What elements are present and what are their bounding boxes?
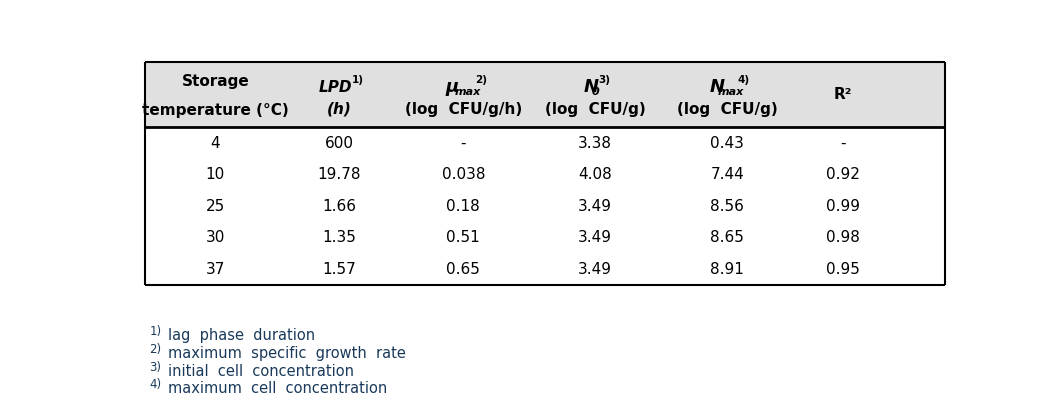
Text: 2): 2) [149,343,162,356]
Text: 4.08: 4.08 [579,167,612,182]
Text: μ: μ [445,78,459,96]
Text: 19.78: 19.78 [317,167,361,182]
Text: 4): 4) [149,378,162,391]
Text: 0: 0 [592,87,599,97]
Text: 3.49: 3.49 [579,199,612,214]
Text: 3.38: 3.38 [579,136,612,151]
Text: 0.65: 0.65 [447,262,480,277]
Text: lag  phase  duration: lag phase duration [168,328,316,343]
Text: 1): 1) [149,325,162,338]
Text: 0.038: 0.038 [442,167,485,182]
Text: 1.35: 1.35 [322,230,356,246]
Text: 0.18: 0.18 [447,199,480,214]
Text: (log  CFU/g): (log CFU/g) [545,101,646,117]
Text: 37: 37 [205,262,226,277]
Text: 10: 10 [205,167,225,182]
Bar [146,62,945,127]
Text: Storage: Storage [182,74,249,89]
Text: 1.66: 1.66 [322,199,356,214]
Text: R²: R² [834,87,852,102]
Text: -: - [461,136,466,151]
Text: maximum  specific  growth  rate: maximum specific growth rate [168,346,406,361]
Text: 1): 1) [352,75,364,85]
Text: 4): 4) [737,75,750,85]
Text: max: max [455,87,481,97]
Text: 3): 3) [149,361,162,374]
Text: initial  cell  concentration: initial cell concentration [168,364,354,379]
Text: maximum  cell  concentration: maximum cell concentration [168,382,387,396]
Text: (log  CFU/g/h): (log CFU/g/h) [404,101,522,117]
Text: 600: 600 [325,136,354,151]
Text: (log  CFU/g): (log CFU/g) [677,101,778,117]
Text: (h): (h) [327,101,352,117]
Text: 3.49: 3.49 [579,230,612,246]
Text: 8.65: 8.65 [711,230,744,246]
Text: 0.98: 0.98 [827,230,860,246]
Text: 8.56: 8.56 [711,199,744,214]
Text: N: N [584,78,599,96]
Text: 0.51: 0.51 [447,230,480,246]
Text: 3): 3) [598,75,611,85]
Text: 1.57: 1.57 [322,262,356,277]
Text: N: N [709,78,725,96]
Text: 0.92: 0.92 [827,167,860,182]
Text: 0.99: 0.99 [827,199,861,214]
Text: 2): 2) [476,75,487,85]
Text: 30: 30 [205,230,226,246]
Text: 0.95: 0.95 [827,262,860,277]
Text: temperature (°C): temperature (°C) [142,103,288,118]
Text: 4: 4 [211,136,220,151]
Text: 25: 25 [205,199,225,214]
Text: max: max [717,87,744,97]
Text: 8.91: 8.91 [711,262,744,277]
Text: 3.49: 3.49 [579,262,612,277]
Text: -: - [841,136,846,151]
Text: 7.44: 7.44 [711,167,744,182]
Text: LPD: LPD [318,80,352,95]
Text: 0.43: 0.43 [711,136,744,151]
